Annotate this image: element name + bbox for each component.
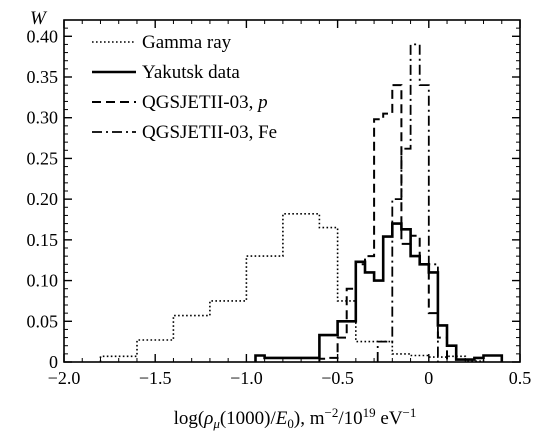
series-group [99,43,504,362]
series-dashed-histogram [318,84,448,362]
y-tick-label: 0.10 [27,271,59,291]
y-tick-label: 0.15 [27,230,59,250]
legend-label: Gamma ray [142,32,232,53]
legend-label: Yakutsk data [142,62,240,83]
y-tick-label: 0.20 [27,189,59,209]
y-tick-label: 0.35 [27,67,59,87]
x-tick-label: −2.0 [48,368,81,388]
y-axis-title: W [30,8,48,29]
series-dashdot-histogram [376,43,439,362]
x-axis-title: log(ρμ(1000)/E0), m−2/1019 eV−1 [174,405,417,431]
x-tick-label: 0 [424,368,433,388]
series-solid-histogram [254,222,504,362]
legend: Gamma ray Yakutsk data QGSJETII-03, p QGSJE… [92,32,277,143]
x-tick-label: −1.5 [139,368,172,388]
axis-ticks: −2.0 −1.5 −1.0 −0.5 0 0.5 0 0.05 0.10 0.15 0.20 0.2… [27,20,532,388]
y-tick-label: 0 [49,352,58,372]
legend-label: QGSJETII-03, p [142,92,268,113]
x-tick-label: 0.5 [509,368,532,388]
series-dotted-histogram [99,213,503,362]
y-tick-label: 0.25 [27,148,59,168]
y-tick-label: 0.30 [27,108,59,128]
y-tick-label: 0.40 [27,26,59,46]
y-tick-label: 0.05 [27,311,59,331]
x-tick-label: −0.5 [321,368,354,388]
x-tick-label: −1.0 [230,368,263,388]
legend-label: QGSJETII-03, Fe [142,122,277,143]
